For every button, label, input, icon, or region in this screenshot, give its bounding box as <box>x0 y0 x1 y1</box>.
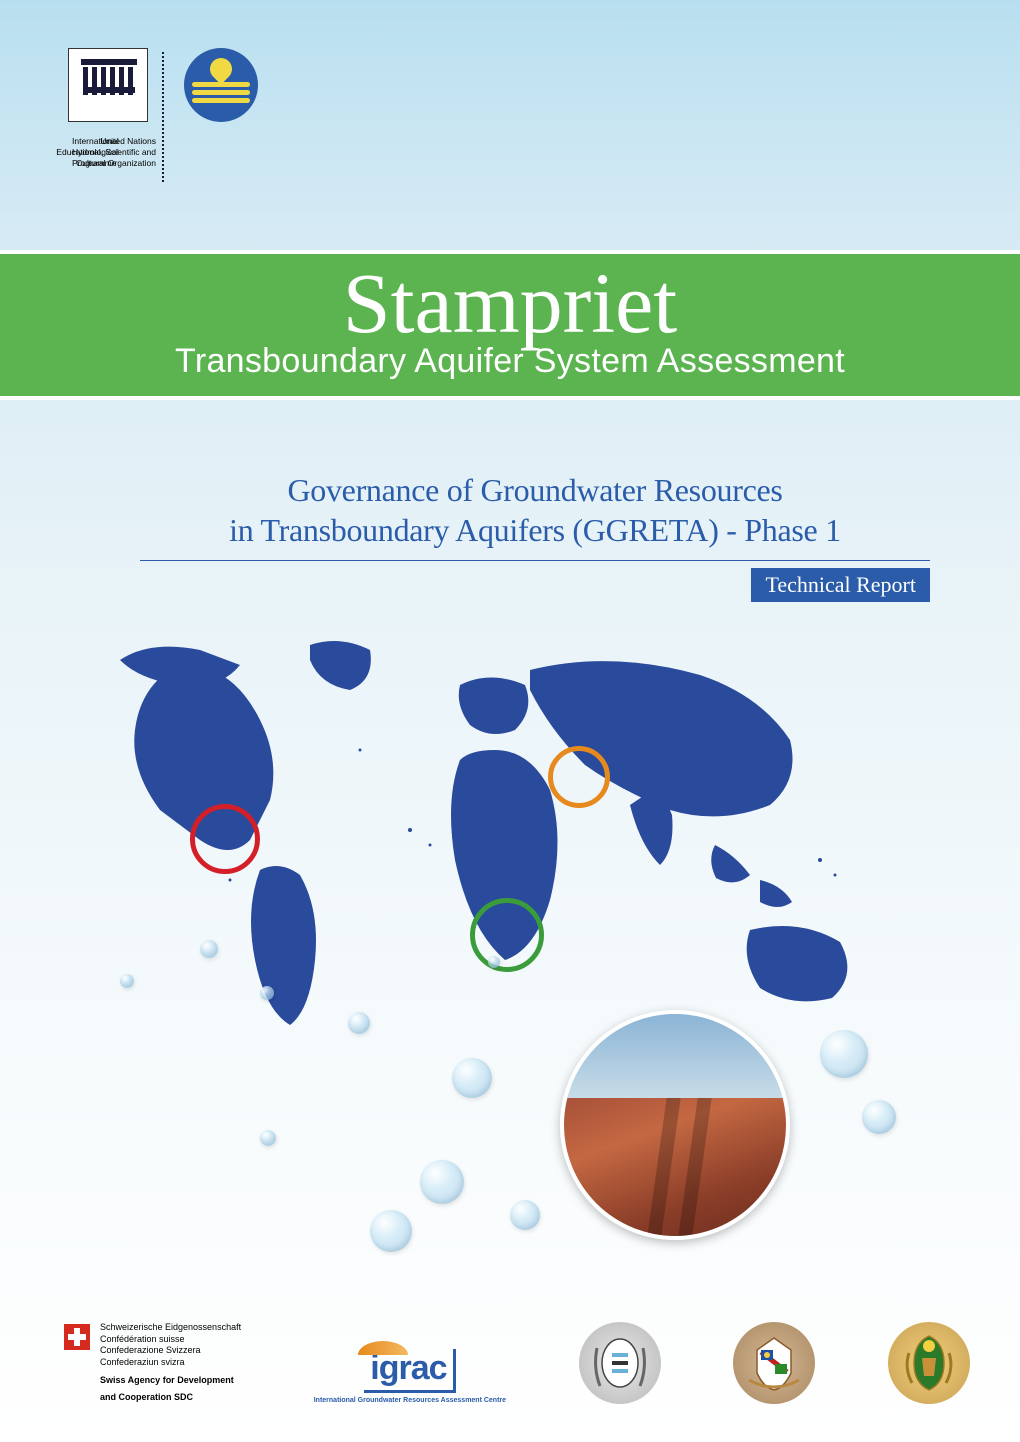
water-drop-icon <box>260 1130 276 1146</box>
subtitle-text: Governance of Groundwater Resources in T… <box>140 470 930 550</box>
swiss-l1: Schweizerische Eidgenossenschaft <box>100 1322 241 1334</box>
swiss-l3: Confederazione Svizzera <box>100 1345 241 1357</box>
water-drop-icon <box>452 1058 492 1098</box>
map-marker-southern-africa <box>470 898 544 972</box>
title-main: Stampriet <box>0 260 1020 346</box>
map-marker-central-asia <box>548 746 610 808</box>
ihp-globe-icon <box>184 48 258 122</box>
world-map <box>110 630 900 1050</box>
water-drop-icon <box>120 974 134 988</box>
subtitle-line2: in Transboundary Aquifers (GGRETA) - Pha… <box>229 512 841 548</box>
footer-logos: Schweizerische Eidgenossenschaft Confédé… <box>64 1322 970 1404</box>
swiss-l2: Confédération suisse <box>100 1334 241 1346</box>
dotted-separator <box>162 52 164 182</box>
subtitle-block: Governance of Groundwater Resources in T… <box>140 470 930 561</box>
igrac-swoosh-icon <box>358 1341 408 1355</box>
water-drop-icon <box>370 1210 412 1252</box>
swiss-l4: Confederaziun svizra <box>100 1357 241 1369</box>
photo-sand-tracks <box>564 1098 786 1236</box>
water-drop-icon <box>348 1012 370 1034</box>
title-bar: Stampriet Transboundary Aquifer System A… <box>0 250 1020 400</box>
water-drop-icon <box>200 940 218 958</box>
igrac-block: igrac International Groundwater Resource… <box>314 1349 506 1404</box>
swiss-l6: and Cooperation SDC <box>100 1392 241 1404</box>
ihp-label: International Hydrological Programme <box>72 136 162 169</box>
swiss-confederation-block: Schweizerische Eidgenossenschaft Confédé… <box>64 1322 241 1404</box>
water-drop-icon <box>862 1100 896 1134</box>
unesco-temple-icon <box>68 48 148 122</box>
title-sub: Transboundary Aquifer System Assessment <box>0 342 1020 381</box>
water-drop-icon <box>420 1160 464 1204</box>
subtitle-rule <box>140 560 930 561</box>
swiss-flag-icon <box>64 1324 90 1350</box>
ihp-label-l2: Hydrological <box>72 147 119 157</box>
map-marker-central-america <box>190 804 260 874</box>
water-drop-icon <box>820 1030 868 1078</box>
ihp-label-l1: International <box>72 136 119 146</box>
technical-report-badge: Technical Report <box>751 568 930 602</box>
subtitle-line1: Governance of Groundwater Resources <box>287 472 782 508</box>
ihp-logo-block: International Hydrological Programme <box>178 48 258 182</box>
header-logos: United Nations Educational, Scientific a… <box>68 48 258 182</box>
swiss-l5: Swiss Agency for Development <box>100 1375 241 1387</box>
coat-of-arms-south-africa <box>888 1322 970 1404</box>
water-drop-icon <box>260 986 274 1000</box>
coat-of-arms-botswana <box>579 1322 661 1404</box>
swiss-text: Schweizerische Eidgenossenschaft Confédé… <box>100 1322 241 1404</box>
igrac-subtitle: International Groundwater Resources Asse… <box>314 1397 506 1404</box>
water-drop-icon <box>510 1200 540 1230</box>
ihp-label-l3: Programme <box>72 158 116 168</box>
coat-of-arms-namibia <box>733 1322 815 1404</box>
desert-photo-inset <box>560 1010 790 1240</box>
water-drop-icon <box>488 956 500 968</box>
igrac-logo: igrac <box>364 1349 455 1393</box>
